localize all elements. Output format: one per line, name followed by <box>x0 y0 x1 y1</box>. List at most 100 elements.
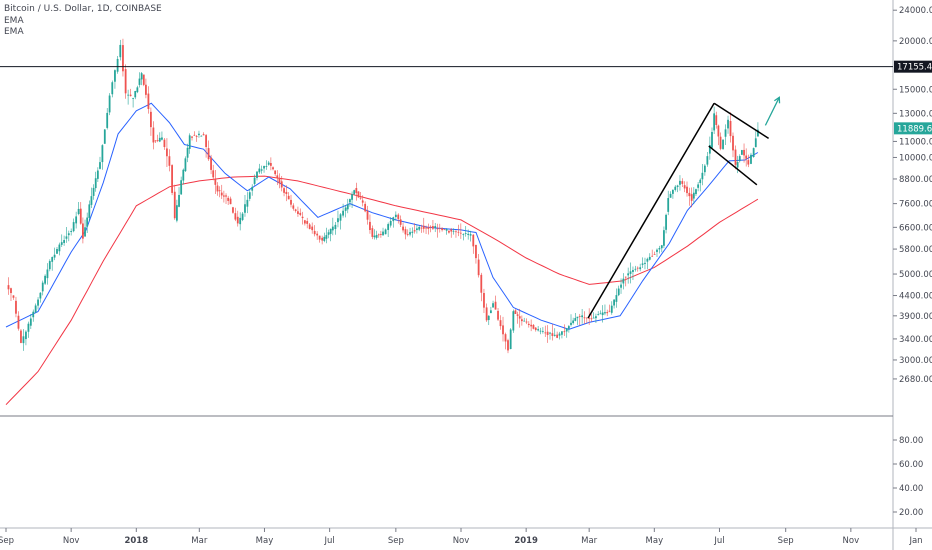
candle-body <box>464 233 467 234</box>
breakout-arrow-head <box>774 96 781 104</box>
candle-body <box>337 218 339 223</box>
flagpole-trendline[interactable] <box>587 102 715 319</box>
candle-body <box>472 234 475 247</box>
candle-body <box>724 129 727 137</box>
candle-body <box>750 154 752 164</box>
candle-body <box>656 249 658 252</box>
candle-body <box>225 195 227 197</box>
candle-body <box>627 273 630 276</box>
candle-body <box>311 226 314 231</box>
candle-body <box>260 169 263 171</box>
candle-body <box>364 203 367 212</box>
ema-fast-line[interactable] <box>5 102 759 330</box>
candle-body <box>624 276 627 278</box>
candle-body <box>544 332 547 334</box>
candle-body <box>96 170 99 179</box>
candle-body <box>248 192 251 199</box>
candle-body <box>101 145 104 163</box>
candle-body <box>114 70 116 82</box>
candle-body <box>51 257 54 262</box>
candle-body <box>63 240 66 243</box>
oscillator-tick-label: 60.00 <box>899 460 923 470</box>
price-tick-label: 24000.00 <box>899 6 932 16</box>
candle-body <box>184 158 187 172</box>
candle-body <box>563 331 566 333</box>
chart-legend: Bitcoin / U.S. Dollar, 1D, COINBASE EMA … <box>4 4 162 39</box>
candle-body <box>717 125 720 137</box>
candle-body <box>371 228 374 237</box>
candle-body <box>653 254 656 255</box>
candle-body <box>450 229 453 232</box>
time-tick-label: Sep <box>0 536 14 546</box>
flag-upper-trendline[interactable] <box>713 102 770 140</box>
candle-body <box>134 91 137 98</box>
candle-body <box>154 140 157 142</box>
candle-body <box>477 259 480 276</box>
candle-body <box>567 326 570 329</box>
candle-body <box>507 340 509 351</box>
candle-body <box>127 94 130 96</box>
candle-body <box>48 261 51 270</box>
candle-body <box>576 316 579 319</box>
candle-body <box>331 226 334 231</box>
candle-body <box>7 285 10 290</box>
ema-slow-line[interactable] <box>5 175 759 406</box>
candle-body <box>202 134 205 136</box>
candle-body <box>207 148 210 160</box>
candle-body <box>512 311 515 331</box>
candle-body <box>727 119 729 129</box>
candle-body <box>504 334 507 342</box>
candle-body <box>448 230 450 233</box>
oscillator-tick-label: 40.00 <box>899 484 923 494</box>
candle-body <box>432 226 434 229</box>
candle-body <box>44 275 46 284</box>
candle-body <box>743 149 745 156</box>
candle-body <box>754 138 757 148</box>
price-tick-label: 2680.00 <box>899 375 932 385</box>
candle-body <box>325 235 328 239</box>
flag-lower-trendline[interactable] <box>708 145 758 186</box>
candle-body <box>553 334 556 336</box>
candle-body <box>459 232 462 234</box>
candle-body <box>409 232 411 235</box>
time-tick-label: Nov <box>453 536 470 546</box>
candle-body <box>158 137 161 142</box>
candle-body <box>639 267 642 270</box>
candle-body <box>711 131 713 148</box>
candle-body <box>339 214 342 221</box>
candle-body <box>212 170 215 178</box>
candle-body <box>200 135 203 137</box>
candle-body <box>361 200 364 203</box>
candle-body <box>20 330 22 343</box>
candle-body <box>615 295 618 302</box>
candle-body <box>205 135 207 148</box>
candle-body <box>606 312 609 314</box>
candle-body <box>588 317 591 319</box>
candle-body <box>251 186 254 191</box>
breakout-arrow[interactable] <box>764 97 780 126</box>
candle-body <box>713 113 716 131</box>
candle-body <box>346 204 349 210</box>
candle-body <box>382 231 384 236</box>
candle-body <box>122 45 124 72</box>
candle-body <box>349 199 351 203</box>
candle-body <box>276 175 279 178</box>
candle-body <box>173 191 176 219</box>
candle-body <box>736 162 739 168</box>
time-tick-label: Nov <box>63 536 80 546</box>
candle-body <box>67 233 70 236</box>
candle-body <box>457 231 460 233</box>
candle-body <box>329 228 332 234</box>
candle-body <box>708 145 711 154</box>
candle-body <box>285 191 288 195</box>
candle-body <box>334 224 337 230</box>
candle-body <box>549 332 551 334</box>
candle-body <box>523 320 526 322</box>
candle-body <box>88 204 91 218</box>
candle-body <box>90 196 93 205</box>
candle-body <box>253 177 256 184</box>
candle-body <box>186 147 189 158</box>
candle-body <box>601 312 604 316</box>
candle-body <box>608 310 611 312</box>
